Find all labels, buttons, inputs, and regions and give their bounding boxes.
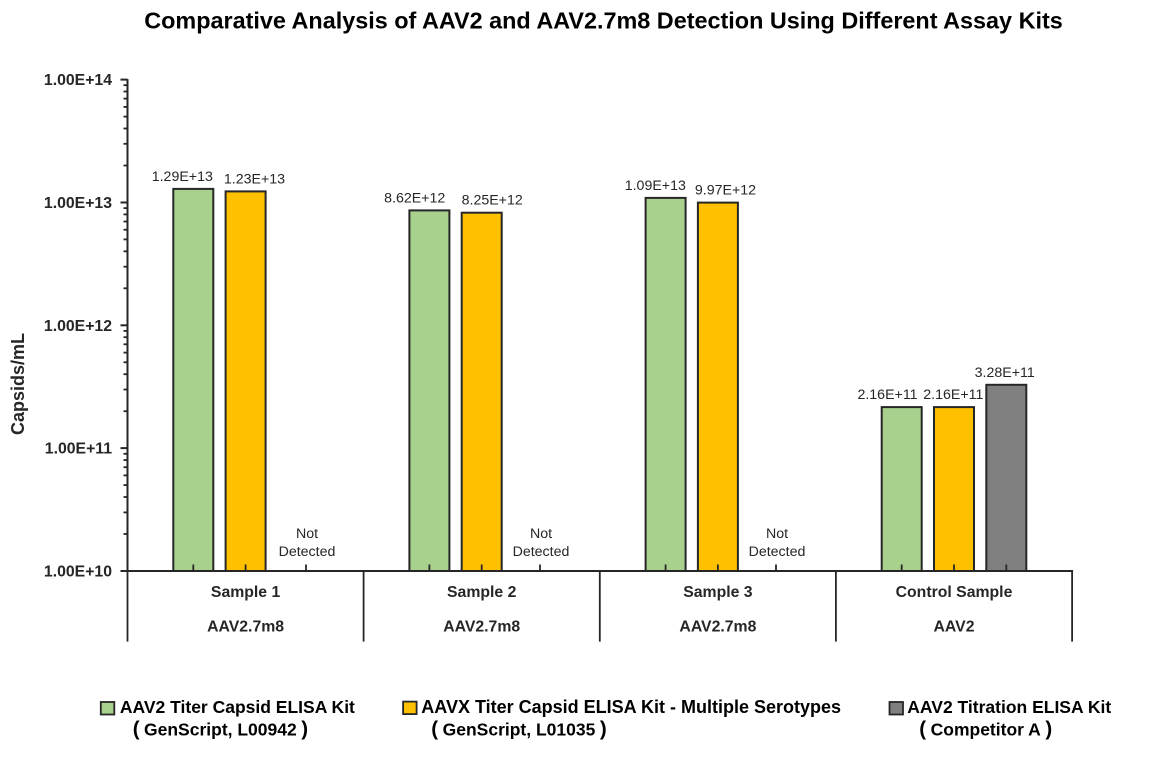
svg-text:8.62E+12: 8.62E+12 [384, 190, 445, 206]
svg-text:Sample 1: Sample 1 [211, 584, 281, 601]
svg-text:(Competitor A): (Competitor A) [919, 718, 1052, 741]
svg-text:1.00E+12: 1.00E+12 [44, 318, 112, 335]
svg-text:1.00E+11: 1.00E+11 [45, 441, 112, 458]
svg-text:Sample 2: Sample 2 [447, 584, 517, 601]
svg-text:8.25E+12: 8.25E+12 [462, 193, 523, 209]
svg-text:Not: Not [530, 526, 552, 542]
svg-text:Capsids/mL: Capsids/mL [8, 333, 28, 435]
svg-text:(GenScript, L01035): (GenScript, L01035) [431, 718, 606, 741]
svg-text:AAV2.7m8: AAV2.7m8 [679, 619, 756, 636]
svg-text:2.16E+11: 2.16E+11 [923, 387, 983, 403]
svg-text:1.00E+10: 1.00E+10 [44, 564, 112, 581]
svg-text:1.23E+13: 1.23E+13 [224, 171, 285, 187]
svg-text:Detected: Detected [749, 544, 806, 560]
svg-text:Comparative Analysis of AAV2 a: Comparative Analysis of AAV2 and AAV2.7m… [144, 8, 1063, 34]
svg-text:Not: Not [296, 526, 318, 542]
svg-text:1.00E+14: 1.00E+14 [44, 72, 112, 89]
svg-text:1.29E+13: 1.29E+13 [152, 169, 213, 185]
svg-text:Detected: Detected [513, 544, 570, 560]
svg-text:Sample 3: Sample 3 [683, 584, 753, 601]
svg-text:3.28E+11: 3.28E+11 [975, 365, 1035, 381]
svg-text:Detected: Detected [279, 544, 336, 560]
svg-text:AAV2 Titer Capsid ELISA Kit: AAV2 Titer Capsid ELISA Kit [120, 697, 355, 717]
svg-text:AAV2 Titration ELISA Kit: AAV2 Titration ELISA Kit [907, 697, 1111, 717]
svg-text:AAV2.7m8: AAV2.7m8 [207, 619, 284, 636]
svg-text:Control Sample: Control Sample [896, 584, 1013, 601]
svg-text:AAV2.7m8: AAV2.7m8 [443, 619, 520, 636]
svg-text:2.16E+11: 2.16E+11 [857, 387, 917, 403]
svg-text:1.00E+13: 1.00E+13 [44, 195, 112, 212]
svg-text:(GenScript, L00942): (GenScript, L00942) [133, 718, 308, 741]
svg-text:9.97E+12: 9.97E+12 [695, 183, 756, 199]
svg-text:AAV2: AAV2 [934, 619, 975, 636]
svg-text:1.09E+13: 1.09E+13 [625, 178, 686, 194]
svg-text:AAVX Titer Capsid ELISA Kit -: AAVX Titer Capsid ELISA Kit - Multiple S… [421, 697, 841, 717]
svg-text:Not: Not [766, 526, 788, 542]
